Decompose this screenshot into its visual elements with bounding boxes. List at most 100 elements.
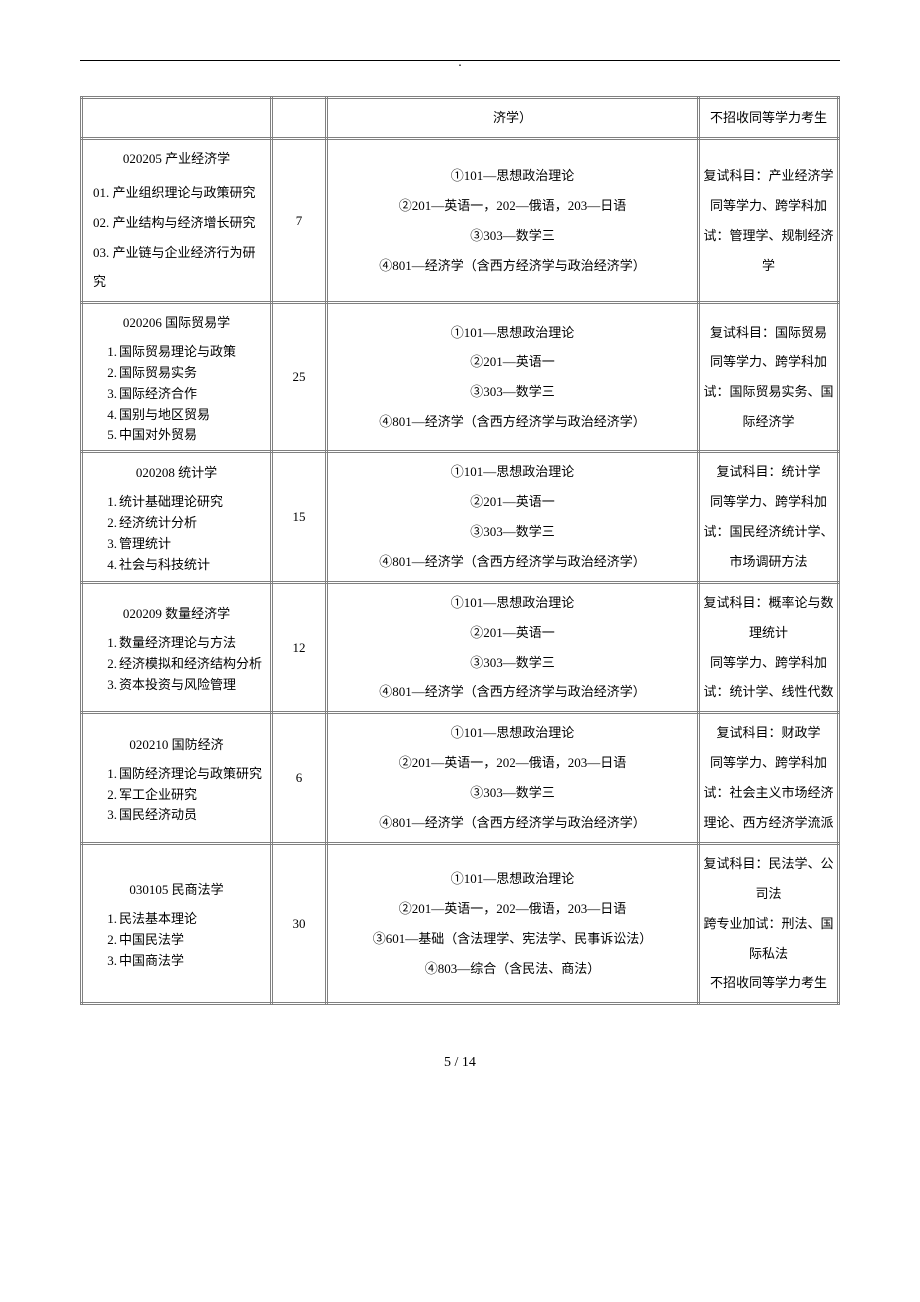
- remark-line: 同等学力、跨学科加试：国际贸易实务、国际经济学: [702, 347, 835, 437]
- table-row: 020208 统计学 1.统计基础理论研究2.经济统计分析3.管理统计4.社会与科…: [82, 452, 839, 583]
- remark-line: 复试科目：产业经济学: [702, 161, 835, 191]
- subject-line: ③303—数学三: [330, 778, 695, 808]
- subjects-cell: 济学）: [327, 98, 699, 139]
- direction-item: 1.民法基本理论: [119, 909, 264, 930]
- subject-line: ②201—英语一: [330, 487, 695, 517]
- subjects-cell: ①101—思想政治理论②201—英语一，202—俄语，203—日语③303—数学…: [327, 713, 699, 844]
- header-rule: .: [80, 60, 840, 61]
- direction-item: 2.军工企业研究: [119, 785, 264, 806]
- direction-item: 2.中国民法学: [119, 930, 264, 951]
- direction-item: 03. 产业链与企业经济行为研究: [89, 238, 264, 298]
- remark-line: 同等学力、跨学科加试：统计学、线性代数: [702, 648, 835, 708]
- subject-line: ②201—英语一，202—俄语，203—日语: [330, 191, 695, 221]
- quota-cell: [272, 98, 327, 139]
- remark-cell: 复试科目：统计学同等学力、跨学科加试：国民经济统计学、市场调研方法: [699, 452, 839, 583]
- catalog-table: 济学）不招收同等学力考生020205 产业经济学01. 产业组织理论与政策研究0…: [80, 96, 840, 1005]
- remark-line: 复试科目：统计学: [702, 457, 835, 487]
- remark-cell: 不招收同等学力考生: [699, 98, 839, 139]
- major-cell: 020210 国防经济 1.国防经济理论与政策研究2.军工企业研究3.国民经济动员: [82, 713, 272, 844]
- remark-cell: 复试科目：产业经济学同等学力、跨学科加试：管理学、规制经济学: [699, 138, 839, 302]
- direction-item: 3.管理统计: [119, 534, 264, 555]
- header-dot: .: [458, 55, 462, 71]
- remark-line: 同等学力、跨学科加试：管理学、规制经济学: [702, 191, 835, 281]
- remark-cell: 复试科目：概率论与数理统计同等学力、跨学科加试：统计学、线性代数: [699, 582, 839, 713]
- subject-line: ③303—数学三: [330, 221, 695, 251]
- subject-line: ③303—数学三: [330, 377, 695, 407]
- quota-cell: 12: [272, 582, 327, 713]
- table-row: 020205 产业经济学 01. 产业组织理论与政策研究02. 产业结构与经济增长…: [82, 138, 839, 302]
- major-cell: 020205 产业经济学 01. 产业组织理论与政策研究02. 产业结构与经济增长…: [82, 138, 272, 302]
- subject-line: ④803—综合（含民法、商法）: [330, 954, 695, 984]
- quota-cell: 7: [272, 138, 327, 302]
- quota-cell: 6: [272, 713, 327, 844]
- major-cell: 030105 民商法学 1.民法基本理论2.中国民法学3.中国商法学: [82, 843, 272, 1003]
- remark-line: 不招收同等学力考生: [702, 968, 835, 998]
- major-cell: [82, 98, 272, 139]
- table-row: 030105 民商法学 1.民法基本理论2.中国民法学3.中国商法学 30①101—…: [82, 843, 839, 1003]
- subjects-cell: ①101—思想政治理论②201—英语一③303—数学三④801—经济学（含西方经…: [327, 303, 699, 452]
- direction-item: 2.国际贸易实务: [119, 363, 264, 384]
- remark-line: 同等学力、跨学科加试：社会主义市场经济理论、西方经济学流派: [702, 748, 835, 838]
- major-title: 020205 产业经济学: [89, 144, 264, 174]
- quota-cell: 15: [272, 452, 327, 583]
- direction-item: 01. 产业组织理论与政策研究: [89, 178, 264, 208]
- subject-line: ④801—经济学（含西方经济学与政治经济学）: [330, 677, 695, 707]
- table-row: 020210 国防经济 1.国防经济理论与政策研究2.军工企业研究3.国民经济动员…: [82, 713, 839, 844]
- major-cell: 020209 数量经济学1.数量经济理论与方法2.经济模拟和经济结构分析3.资本…: [82, 582, 272, 713]
- subject-line: ①101—思想政治理论: [330, 718, 695, 748]
- subject-line: ④801—经济学（含西方经济学与政治经济学）: [330, 547, 695, 577]
- remark-cell: 复试科目：国际贸易同等学力、跨学科加试：国际贸易实务、国际经济学: [699, 303, 839, 452]
- direction-item: 3.资本投资与风险管理: [119, 675, 264, 696]
- major-title: 020209 数量经济学: [89, 599, 264, 629]
- direction-item: 3.中国商法学: [119, 951, 264, 972]
- subject-line: ②201—英语一: [330, 618, 695, 648]
- direction-item: 4.国别与地区贸易: [119, 405, 264, 426]
- remark-cell: 复试科目：民法学、公司法跨专业加试：刑法、国际私法不招收同等学力考生: [699, 843, 839, 1003]
- direction-item: 1.统计基础理论研究: [119, 492, 264, 513]
- major-cell: 020206 国际贸易学 1.国际贸易理论与政策2.国际贸易实务3.国际经济合作4…: [82, 303, 272, 452]
- subject-line: ①101—思想政治理论: [330, 457, 695, 487]
- direction-item: 3.国际经济合作: [119, 384, 264, 405]
- direction-item: 02. 产业结构与经济增长研究: [89, 208, 264, 238]
- subject-line: ③303—数学三: [330, 517, 695, 547]
- subject-line: ②201—英语一，202—俄语，203—日语: [330, 894, 695, 924]
- quota-cell: 30: [272, 843, 327, 1003]
- subjects-cell: ①101—思想政治理论②201—英语一③303—数学三④801—经济学（含西方经…: [327, 582, 699, 713]
- subject-line: ②201—英语一: [330, 347, 695, 377]
- remark-line: 跨专业加试：刑法、国际私法: [702, 909, 835, 969]
- remark-line: 同等学力、跨学科加试：国民经济统计学、市场调研方法: [702, 487, 835, 577]
- major-cell: 020208 统计学 1.统计基础理论研究2.经济统计分析3.管理统计4.社会与科…: [82, 452, 272, 583]
- direction-item: 3.国民经济动员: [119, 805, 264, 826]
- direction-item: 2.经济模拟和经济结构分析: [119, 654, 264, 675]
- remark-line: 复试科目：概率论与数理统计: [702, 588, 835, 648]
- table-row: 济学）不招收同等学力考生: [82, 98, 839, 139]
- subject-line: ①101—思想政治理论: [330, 318, 695, 348]
- subject-line: ③303—数学三: [330, 648, 695, 678]
- major-title: 030105 民商法学: [89, 875, 264, 905]
- major-title: 020208 统计学: [89, 458, 264, 488]
- subjects-cell: ①101—思想政治理论②201—英语一，202—俄语，203—日语③303—数学…: [327, 138, 699, 302]
- subject-line: ④801—经济学（含西方经济学与政治经济学）: [330, 808, 695, 838]
- major-title: 020206 国际贸易学: [89, 308, 264, 338]
- direction-item: 1.国际贸易理论与政策: [119, 342, 264, 363]
- quota-cell: 25: [272, 303, 327, 452]
- remark-line: 复试科目：民法学、公司法: [702, 849, 835, 909]
- remark-line: 复试科目：财政学: [702, 718, 835, 748]
- direction-item: 5.中国对外贸易: [119, 425, 264, 446]
- remark-cell: 复试科目：财政学同等学力、跨学科加试：社会主义市场经济理论、西方经济学流派: [699, 713, 839, 844]
- subject-line: ②201—英语一，202—俄语，203—日语: [330, 748, 695, 778]
- table-row: 020206 国际贸易学 1.国际贸易理论与政策2.国际贸易实务3.国际经济合作4…: [82, 303, 839, 452]
- remark-line: 复试科目：国际贸易: [702, 318, 835, 348]
- subject-line: ④801—经济学（含西方经济学与政治经济学）: [330, 407, 695, 437]
- direction-item: 4.社会与科技统计: [119, 555, 264, 576]
- page-footer: 5 / 14: [80, 1055, 840, 1071]
- subject-line: ③601—基础（含法理学、宪法学、民事诉讼法）: [330, 924, 695, 954]
- subjects-cell: ①101—思想政治理论②201—英语一③303—数学三④801—经济学（含西方经…: [327, 452, 699, 583]
- subject-line: ①101—思想政治理论: [330, 161, 695, 191]
- subjects-cell: ①101—思想政治理论②201—英语一，202—俄语，203—日语③601—基础…: [327, 843, 699, 1003]
- direction-item: 1.国防经济理论与政策研究: [119, 764, 264, 785]
- major-title: 020210 国防经济: [89, 730, 264, 760]
- direction-item: 2.经济统计分析: [119, 513, 264, 534]
- subject-line: ④801—经济学（含西方经济学与政治经济学）: [330, 251, 695, 281]
- table-row: 020209 数量经济学1.数量经济理论与方法2.经济模拟和经济结构分析3.资本…: [82, 582, 839, 713]
